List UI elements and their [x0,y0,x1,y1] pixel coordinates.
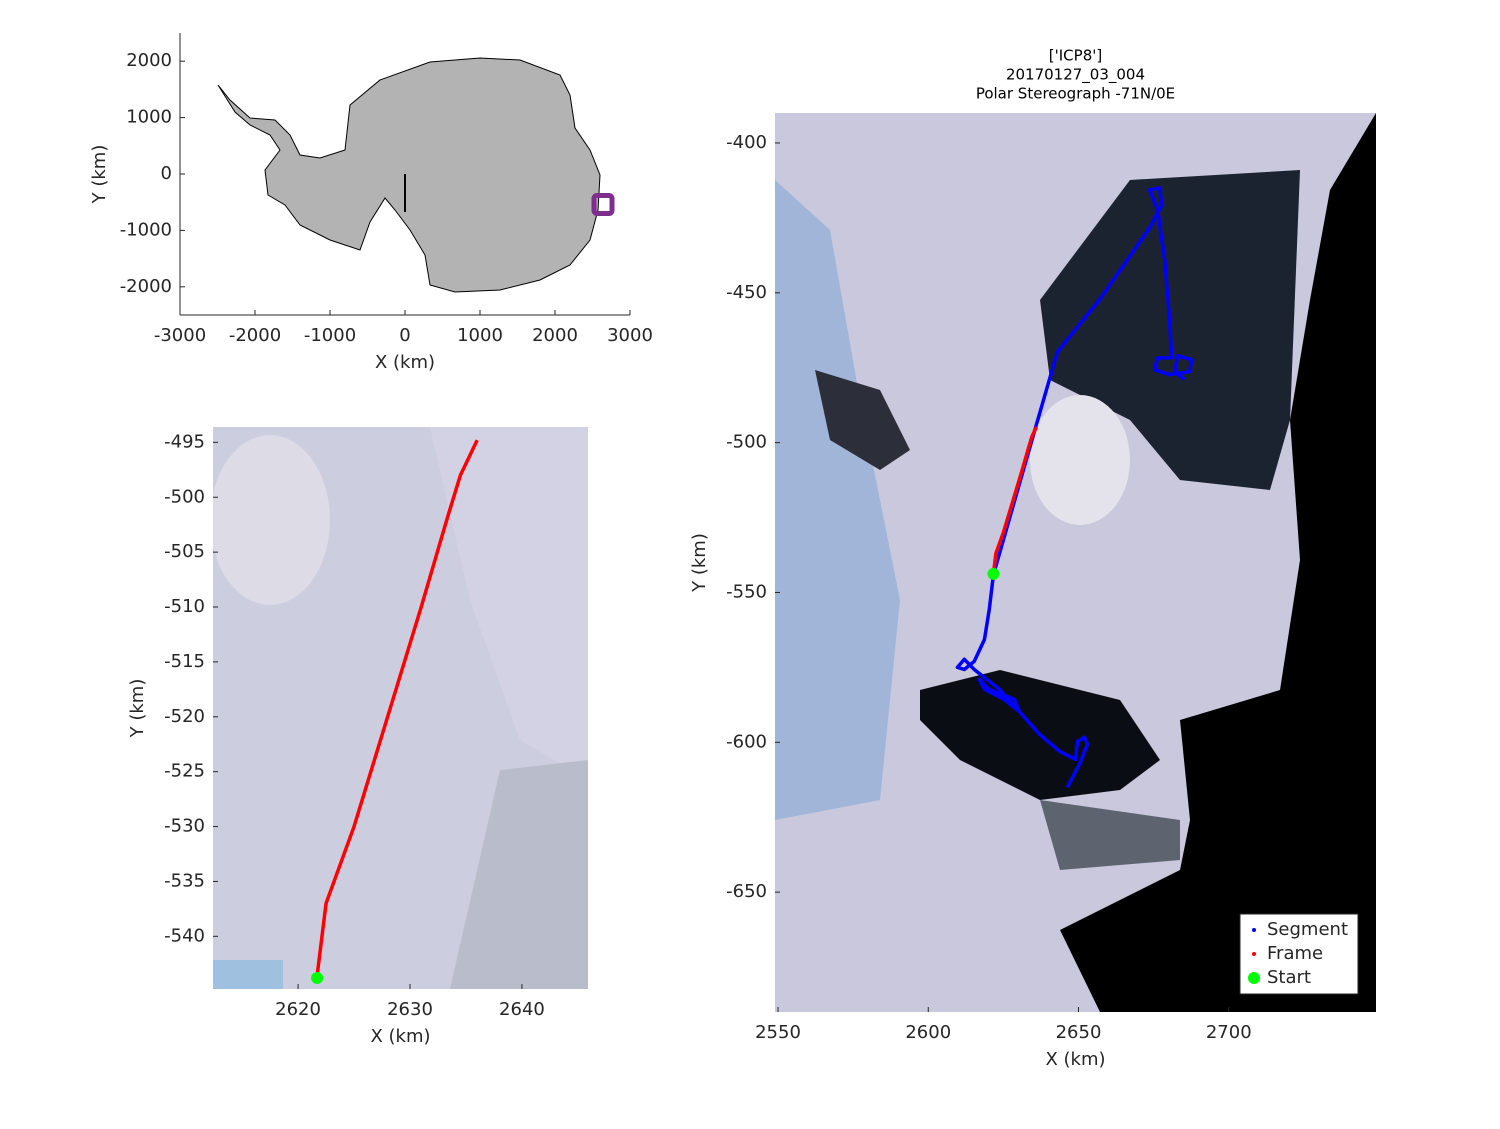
y-tick-label: -500 [726,432,767,453]
x-axis-label: X (km) [1045,1049,1105,1070]
zoom-imagery [213,427,588,989]
legend-swatch [1252,928,1256,932]
track-line [955,186,1194,789]
x-tick-label: -1000 [304,325,356,346]
x-tick-label: 2550 [755,1022,801,1043]
location-marker [591,192,615,216]
x-tick-label: 1000 [457,325,503,346]
main-imagery [775,113,1376,1012]
x-tick-label: 2000 [532,325,578,346]
y-axis-label: Y (km) [127,679,148,739]
y-tick-label: -500 [164,486,205,507]
x-tick-label: 2650 [1056,1022,1102,1043]
continent [217,57,601,293]
chart-title: Polar Stereograph -71N/0E [976,85,1175,103]
plot-area [591,192,615,216]
y-tick-label: -520 [164,706,205,727]
x-axis-label: X (km) [370,1026,430,1047]
plot-area [311,439,479,985]
x-tick-label: 0 [399,325,410,346]
y-tick-label: -495 [164,431,205,452]
chart-title: ['ICP8'] [1049,47,1102,65]
x-tick-label: 2640 [499,999,545,1020]
y-tick-label: -535 [164,870,205,891]
x-tick-label: 2620 [275,999,321,1020]
x-tick-label: 3000 [607,325,653,346]
y-tick-label: 2000 [126,50,172,71]
y-tick-label: 0 [161,163,172,184]
y-tick-label: -515 [164,651,205,672]
legend-box [1239,913,1359,995]
y-tick-label: -550 [726,581,767,602]
x-tick-label: 2700 [1206,1022,1252,1043]
legend-swatch [1252,952,1256,956]
y-tick-label: -540 [164,925,205,946]
y-tick-label: -505 [164,541,205,562]
legend-label: Start [1267,967,1311,988]
start-marker [311,972,324,985]
x-axis-label: X (km) [375,352,435,373]
x-tick-label: 2630 [387,999,433,1020]
y-tick-label: -650 [726,881,767,902]
y-tick-label: -510 [164,596,205,617]
y-tick-label: -450 [726,282,767,303]
chart-title: 20170127_03_004 [1006,66,1145,85]
plot-area [955,186,1194,789]
track-line [991,426,1039,574]
y-tick-label: -2000 [120,276,172,297]
y-tick-label: -530 [164,816,205,837]
y-tick-label: -400 [726,132,767,153]
legend-label: Segment [1267,919,1348,940]
legend-label: Frame [1267,943,1323,964]
y-axis-label: Y (km) [689,533,710,593]
legend-swatch [1248,972,1260,984]
y-tick-label: -525 [164,761,205,782]
x-tick-label: 2600 [905,1022,951,1043]
start-marker [987,567,1000,580]
y-axis-label: Y (km) [89,145,110,205]
x-tick-label: -2000 [229,325,281,346]
x-tick-label: -3000 [154,325,206,346]
y-tick-label: -1000 [120,219,172,240]
y-tick-label: 1000 [126,107,172,128]
track-line [315,439,479,977]
y-tick-label: -600 [726,731,767,752]
